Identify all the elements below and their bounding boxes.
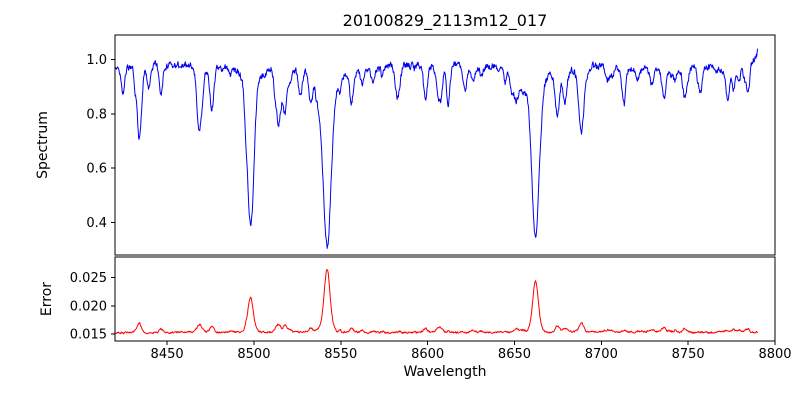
spectrum-y-tick-label: 0.8 [86,107,107,122]
spectrum-panel [114,34,776,256]
x-tick-label: 8750 [672,347,705,362]
x-tick-label: 8800 [758,347,791,362]
x-tick-label: 8700 [585,347,618,362]
spectrum-y-tick-label: 0.4 [86,216,107,231]
spectrum-y-tick-label: 0.6 [86,162,107,177]
x-tick-label: 8450 [151,347,184,362]
error-y-tick-label: 0.020 [70,299,107,314]
x-tick-label: 8650 [498,347,531,362]
error-y-label: Error [39,282,55,316]
plot-title: 20100829_2113m12_017 [343,11,548,31]
error-y-tick-label: 0.025 [70,271,107,286]
x-tick-label: 8550 [324,347,357,362]
spectrum-y-label: Spectrum [35,111,51,179]
error-panel [114,256,776,342]
spectrum-line [115,48,759,249]
spectrum-y-tick-label: 1.0 [86,53,107,68]
error-line [115,269,759,335]
x-tick-label: 8500 [237,347,270,362]
error-y-tick-label: 0.015 [70,328,107,343]
x-tick-label: 8600 [411,347,444,362]
x-axis-label: Wavelength [403,364,486,380]
axis-ticks: 8450 8500 8550 8600 8650 8700 8750 8800 0.4 0.6 0.… [70,53,792,362]
